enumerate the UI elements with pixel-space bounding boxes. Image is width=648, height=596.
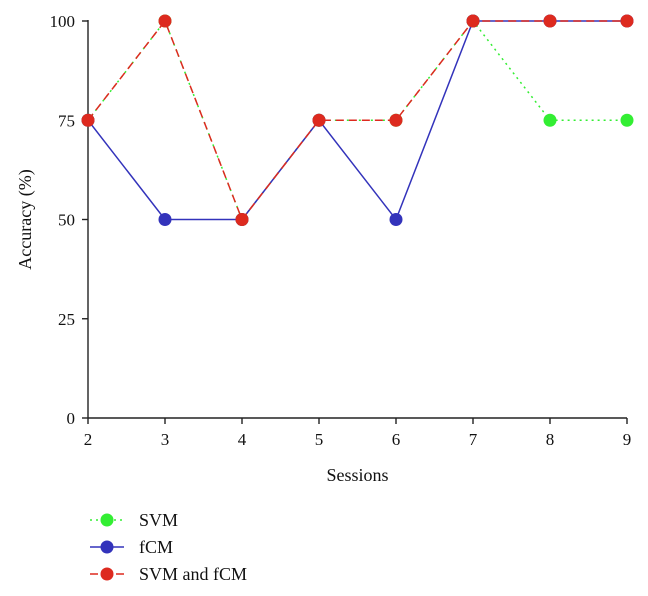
series-svm-and-fcm bbox=[81, 14, 634, 226]
x-tick-label: 2 bbox=[84, 430, 93, 449]
data-point-svm-and-fcm bbox=[466, 14, 480, 28]
x-tick-label: 7 bbox=[469, 430, 478, 449]
data-point-svm-and-fcm bbox=[389, 113, 403, 127]
x-tick-label: 3 bbox=[161, 430, 170, 449]
legend-marker bbox=[100, 567, 114, 581]
x-tick-label: 5 bbox=[315, 430, 324, 449]
data-point-svm-and-fcm bbox=[235, 213, 249, 226]
data-point-svm-and-fcm bbox=[81, 113, 95, 127]
legend-item-svm: SVM bbox=[90, 510, 178, 530]
y-tick-label: 50 bbox=[58, 211, 75, 230]
series-line-svm-and-fcm bbox=[87, 19, 627, 222]
data-point-svm-and-fcm bbox=[312, 113, 326, 127]
legend-label: SVM and fCM bbox=[139, 564, 247, 584]
data-point-fcm bbox=[389, 213, 403, 226]
data-point-svm-and-fcm bbox=[620, 14, 634, 28]
x-tick-label: 9 bbox=[623, 430, 632, 449]
series-layer bbox=[81, 14, 634, 226]
legend-marker bbox=[100, 513, 114, 527]
y-axis-ticks: 0 25 50 75 100 bbox=[50, 12, 88, 428]
x-tick-label: 8 bbox=[546, 430, 555, 449]
x-axis-ticks: 2 3 4 5 6 7 8 9 bbox=[84, 418, 632, 449]
legend-label: SVM bbox=[139, 510, 178, 530]
data-point-svm bbox=[620, 113, 634, 127]
legend-item-fcm: fCM bbox=[90, 537, 173, 557]
x-axis-title: Sessions bbox=[326, 465, 388, 485]
y-tick-label: 25 bbox=[58, 310, 75, 329]
x-tick-label: 6 bbox=[392, 430, 401, 449]
data-point-svm-and-fcm bbox=[158, 14, 172, 28]
y-tick-label: 75 bbox=[58, 111, 75, 130]
legend-label: fCM bbox=[139, 537, 173, 557]
legend-item-svm-and-fcm: SVM and fCM bbox=[90, 564, 247, 584]
legend: SVM fCM SVM and fCM bbox=[90, 510, 247, 584]
series-svm bbox=[81, 14, 634, 226]
data-point-svm bbox=[543, 113, 557, 127]
y-tick-label: 0 bbox=[67, 409, 76, 428]
y-axis-title: Accuracy (%) bbox=[15, 169, 36, 269]
x-tick-label: 4 bbox=[238, 430, 247, 449]
data-point-svm-and-fcm bbox=[543, 14, 557, 28]
y-tick-label: 100 bbox=[50, 12, 76, 31]
data-point-fcm bbox=[158, 213, 172, 226]
legend-marker bbox=[100, 540, 114, 554]
